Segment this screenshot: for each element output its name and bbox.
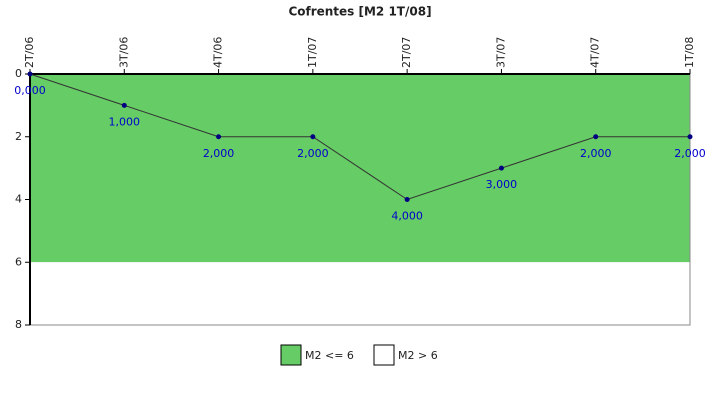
point [593, 134, 599, 140]
value-label: 2,000 [297, 147, 329, 160]
x-tick-label: 3T/07 [494, 37, 507, 68]
x-tick-label: 1T/07 [306, 37, 319, 68]
x-tick-label: 2T/07 [400, 37, 413, 68]
band [30, 262, 690, 325]
value-label: 0,000 [14, 84, 46, 97]
x-tick-label: 4T/06 [212, 37, 225, 68]
legend-swatch [373, 344, 395, 366]
x-tick-label: 3T/06 [117, 37, 130, 68]
point [27, 71, 33, 77]
value-label: 2,000 [580, 147, 612, 160]
x-tick-label: 2T/06 [23, 37, 36, 68]
point [687, 134, 693, 140]
y-tick-label: 8 [15, 318, 22, 331]
value-label: 1,000 [109, 115, 141, 128]
y-tick-label: 6 [15, 255, 22, 268]
x-tick-label: 1T/08 [683, 37, 696, 68]
y-tick-label: 0 [15, 67, 22, 80]
point [404, 197, 410, 202]
legend-swatch [280, 344, 302, 366]
chart-title: Cofrentes [M2 1T/08] [288, 5, 431, 19]
y-tick-label: 4 [15, 193, 22, 206]
legend-label: M2 > 6 [398, 349, 438, 362]
x-tick-label: 4T/07 [589, 37, 602, 68]
value-label: 4,000 [391, 210, 423, 223]
value-label: 2,000 [203, 147, 235, 160]
y-tick-label: 2 [15, 130, 22, 143]
value-label: 3,000 [486, 178, 518, 191]
point [121, 102, 127, 108]
line [29, 73, 690, 201]
point [216, 134, 222, 140]
legend-label: M2 <= 6 [305, 349, 354, 362]
point [310, 134, 316, 140]
value-label: 2,000 [674, 147, 706, 160]
point [498, 165, 504, 171]
